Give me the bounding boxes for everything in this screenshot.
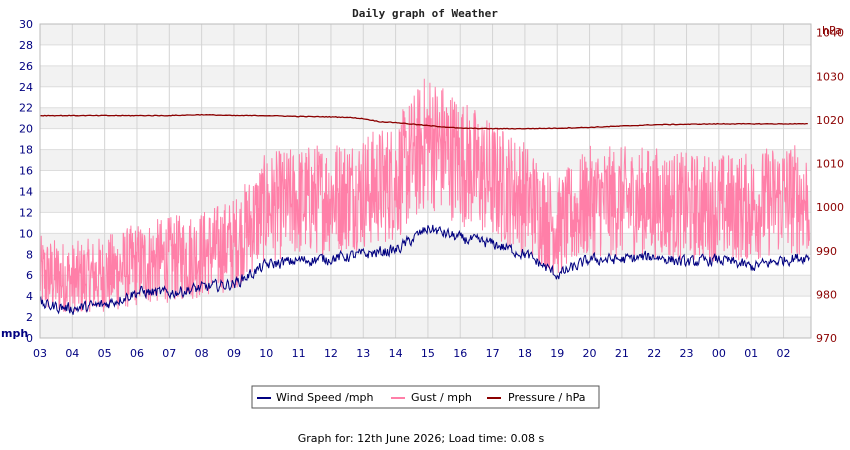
left-tick-label: 14 (19, 185, 33, 198)
left-tick-label: 16 (19, 165, 33, 178)
left-tick-label: 20 (19, 123, 33, 136)
footer-text: Graph for: 12th June 2026; Load time: 0.… (298, 432, 545, 445)
left-tick-label: 26 (19, 60, 33, 73)
left-tick-label: 6 (26, 269, 33, 282)
left-tick-label: 8 (26, 248, 33, 261)
legend-label-pressure: Pressure / hPa (508, 391, 586, 404)
x-tick-label: 23 (680, 347, 694, 360)
grid-band (40, 44, 811, 66)
gust-line (39, 78, 810, 312)
right-tick-label: 1020 (816, 114, 844, 127)
x-axis-ticks: 03 04 05 06 07 08 09 10 11 12 13 14 15 16 17 18 19 20 21 22… (33, 347, 791, 360)
series-lines (39, 78, 810, 315)
left-tick-label: 4 (26, 290, 33, 303)
x-tick-label: 12 (324, 347, 338, 360)
right-tick-label: 980 (816, 288, 837, 301)
x-tick-label: 00 (712, 347, 726, 360)
x-tick-label: 04 (65, 347, 79, 360)
x-tick-label: 07 (162, 347, 176, 360)
grid-band (40, 86, 811, 108)
legend: Wind Speed /mph Gust / mph Pressure / hP… (251, 385, 600, 409)
legend-box (251, 385, 600, 409)
x-tick-label: 17 (486, 347, 500, 360)
x-tick-label: 15 (421, 347, 435, 360)
x-tick-label: 18 (518, 347, 532, 360)
plot-border (39, 23, 812, 339)
x-tick-label: 22 (647, 347, 661, 360)
right-tick-label: 1000 (816, 201, 844, 214)
right-tick-label: 1030 (816, 70, 844, 83)
x-tick-label: 01 (744, 347, 758, 360)
x-tick-label: 03 (33, 347, 47, 360)
grid-band (40, 65, 811, 87)
left-tick-label: 18 (19, 144, 33, 157)
grid-band (40, 317, 811, 338)
left-tick-label: 24 (19, 81, 33, 94)
x-tick-label: 05 (98, 347, 112, 360)
x-tick-label: 13 (356, 347, 370, 360)
left-tick-label: 2 (26, 311, 33, 324)
grid-band (40, 149, 811, 171)
x-tick-label: 11 (292, 347, 306, 360)
x-tick-label: 16 (453, 347, 467, 360)
right-axis-ticks: 970 980 990 1000 1010 1020 1030 1040 (816, 27, 844, 345)
right-tick-label: 970 (816, 332, 837, 345)
legend-label-gust: Gust / mph (411, 391, 472, 404)
x-tick-label: 19 (550, 347, 564, 360)
x-tick-label: 06 (130, 347, 144, 360)
grid-band (40, 296, 811, 318)
legend-label-wind: Wind Speed /mph (276, 391, 374, 404)
left-tick-label: 0 (26, 332, 33, 345)
left-tick-label: 10 (19, 227, 33, 240)
left-axis-unit: mph (1, 327, 28, 340)
right-tick-label: 1010 (816, 158, 844, 171)
wind-speed-line (39, 224, 810, 315)
left-tick-label: 30 (19, 18, 33, 31)
pressure-line (39, 113, 808, 130)
left-tick-label: 22 (19, 102, 33, 115)
right-tick-label: 990 (816, 245, 837, 258)
x-tick-label: 21 (615, 347, 629, 360)
right-tick-label: 1040 (816, 27, 844, 40)
left-tick-label: 12 (19, 206, 33, 219)
x-tick-label: 10 (259, 347, 273, 360)
left-tick-label: 28 (19, 39, 33, 52)
x-tick-label: 14 (389, 347, 403, 360)
x-tick-label: 09 (227, 347, 241, 360)
x-tick-label: 02 (777, 347, 791, 360)
x-tick-label: 20 (583, 347, 597, 360)
right-axis-unit: hPa (822, 24, 842, 37)
x-tick-label: 08 (195, 347, 209, 360)
grid-band (40, 24, 811, 45)
chart-title: Daily graph of Weather (352, 7, 498, 20)
